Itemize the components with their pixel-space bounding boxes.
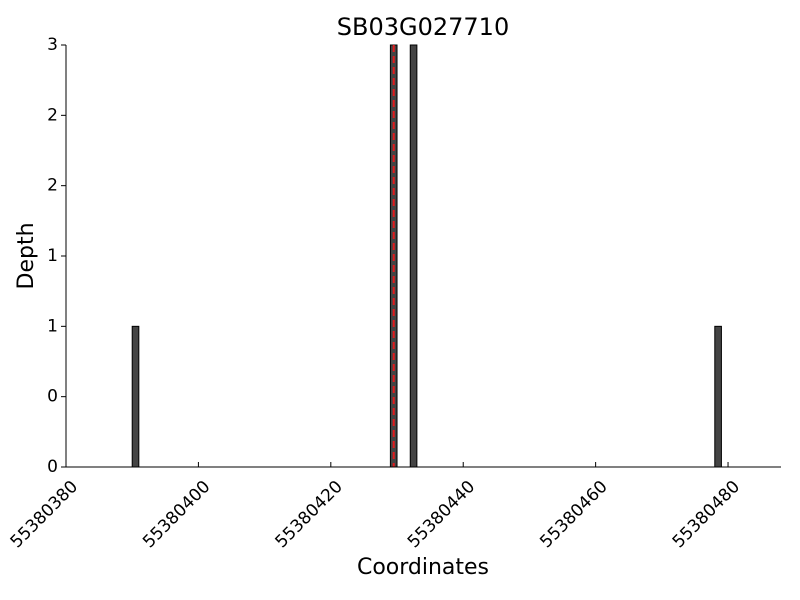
y-tick-label: 0 <box>47 387 58 407</box>
chart-title: SB03G027710 <box>337 13 509 41</box>
y-tick-label: 2 <box>47 105 58 125</box>
bar <box>131 325 140 468</box>
y-tick-label: 0 <box>47 457 58 477</box>
bar <box>409 44 418 468</box>
y-tick-label: 1 <box>47 316 58 336</box>
y-tick-label: 3 <box>47 35 58 55</box>
x-tick-label: 55380380 <box>7 477 82 552</box>
bar <box>714 325 722 468</box>
x-tick-label: 55380460 <box>536 477 611 552</box>
y-tick-label: 1 <box>47 246 58 266</box>
y-axis-label: Depth <box>14 222 39 289</box>
x-axis-label: Coordinates <box>357 555 489 580</box>
x-tick-label: 55380480 <box>669 477 744 552</box>
x-tick-label: 55380400 <box>139 477 214 552</box>
x-tick-label: 55380420 <box>272 477 347 552</box>
x-tick-label: 55380440 <box>404 477 479 552</box>
y-tick-label: 2 <box>47 176 58 196</box>
